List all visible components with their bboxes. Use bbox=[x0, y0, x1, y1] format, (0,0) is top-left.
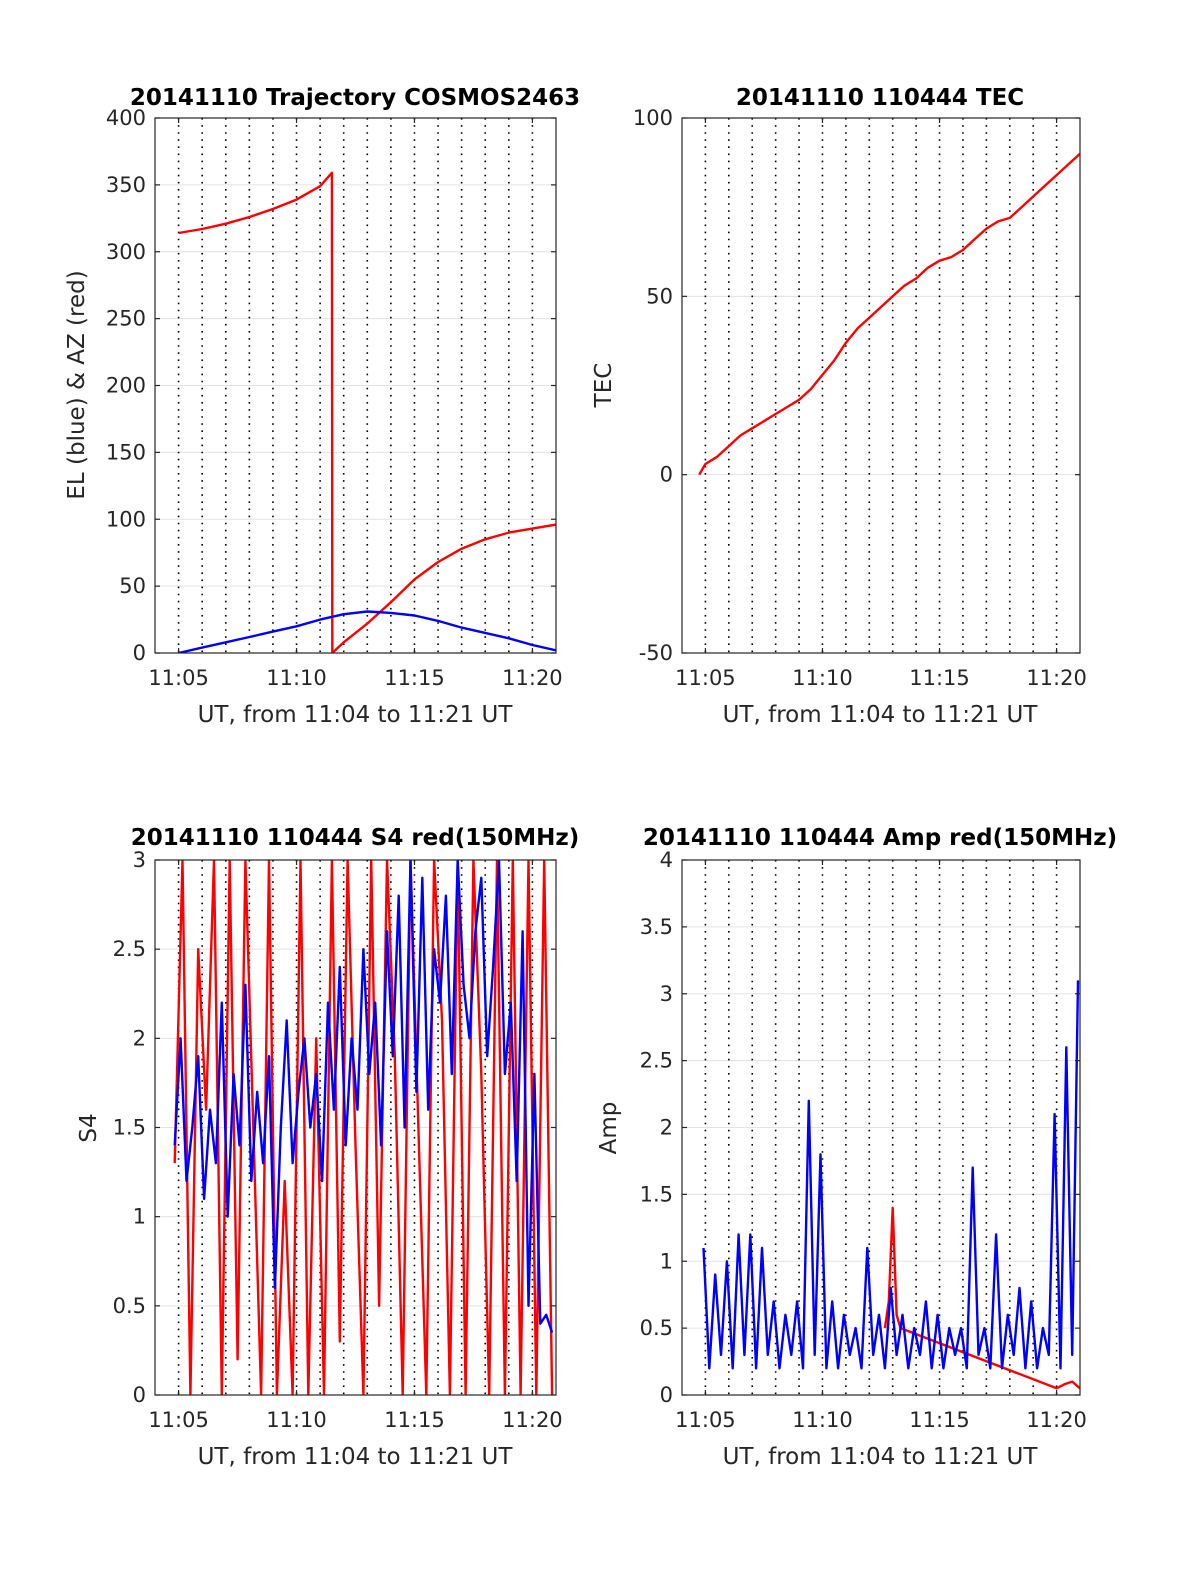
plot-area: 0 50 100 150 200 250 300 350 400 11:05 11:10 11:15 1… bbox=[106, 106, 563, 690]
panel-title: 20141110 110444 S4 red(150MHz) bbox=[131, 825, 580, 851]
y-tick-label: 3.5 bbox=[640, 915, 673, 939]
y-axis-label: Amp bbox=[596, 1102, 622, 1155]
blue-series-line bbox=[702, 980, 1080, 1370]
y-tick-label: 300 bbox=[106, 240, 146, 264]
plot-area: 0 0.5 1 1.5 2 2.5 3 3.5 4 11:05 11:10 11:15 11:20 bbox=[640, 848, 1087, 1432]
x-tick-label: 11:05 bbox=[675, 1408, 736, 1432]
y-tick-label: 1.5 bbox=[640, 1182, 673, 1206]
x-tick-label: 11:10 bbox=[792, 1408, 853, 1432]
red-series-line bbox=[698, 152, 1080, 476]
plot-area: 0 0.5 1 1.5 2 2.5 3 11:05 11:10 11:15 11:20 bbox=[113, 848, 563, 1432]
x-axis-label: UT, from 11:04 to 11:21 UT bbox=[198, 1444, 514, 1470]
y-tick-label: 1 bbox=[133, 1205, 146, 1229]
y-tick-label: 2 bbox=[660, 1116, 673, 1140]
x-tick-label: 11:20 bbox=[502, 666, 563, 690]
x-tick-label: 11:05 bbox=[148, 1408, 209, 1432]
panel-amp: 20141110 110444 Amp red(150MHz) 0 0.5 1 1.5… bbox=[596, 825, 1117, 1470]
panel-title: 20141110 110444 TEC bbox=[736, 85, 1024, 111]
x-tick-label: 11:15 bbox=[909, 1408, 970, 1432]
y-axis-label: EL (blue) & AZ (red) bbox=[64, 270, 90, 499]
y-tick-label: 0 bbox=[660, 463, 673, 487]
y-axis-label: S4 bbox=[76, 1113, 102, 1142]
y-tick-label: 0.5 bbox=[640, 1316, 673, 1340]
panel-tec: 20141110 110444 TEC -50 0 50 100 11:05 11:10 1… bbox=[591, 85, 1087, 728]
y-tick-label: 50 bbox=[119, 574, 146, 598]
red-series-line bbox=[173, 860, 554, 1395]
x-tick-label: 11:20 bbox=[502, 1408, 563, 1432]
y-tick-label: 0.5 bbox=[113, 1294, 146, 1318]
y-tick-label: 100 bbox=[106, 507, 146, 531]
y-tick-label: 0 bbox=[133, 1383, 146, 1407]
y-tick-label: 200 bbox=[106, 374, 146, 398]
y-tick-label: 0 bbox=[133, 641, 146, 665]
x-tick-label: 11:10 bbox=[266, 666, 327, 690]
plot-area: -50 0 50 100 11:05 11:10 11:15 11:20 bbox=[633, 106, 1087, 690]
y-tick-label: 2.5 bbox=[640, 1049, 673, 1073]
y-tick-label: 4 bbox=[660, 848, 673, 872]
x-tick-label: 11:20 bbox=[1026, 666, 1087, 690]
axes-box bbox=[681, 117, 1081, 654]
y-tick-label: 0 bbox=[660, 1383, 673, 1407]
y-tick-label: 3 bbox=[133, 848, 146, 872]
y-tick-label: 350 bbox=[106, 173, 146, 197]
panel-title: 20141110 110444 Amp red(150MHz) bbox=[643, 825, 1117, 851]
panel-title: 20141110 Trajectory COSMOS2463 bbox=[130, 85, 580, 111]
x-tick-label: 11:15 bbox=[384, 666, 445, 690]
y-tick-label: 1.5 bbox=[113, 1116, 146, 1140]
x-tick-label: 11:05 bbox=[675, 666, 736, 690]
y-tick-label: 50 bbox=[646, 284, 673, 308]
y-tick-label: 2 bbox=[133, 1026, 146, 1050]
y-tick-label: 1 bbox=[660, 1249, 673, 1273]
x-tick-label: 11:20 bbox=[1026, 1408, 1087, 1432]
blue-series-line bbox=[173, 860, 554, 1333]
y-tick-label: 250 bbox=[106, 307, 146, 331]
panel-trajectory: 20141110 Trajectory COSMOS2463 0 50 100 150… bbox=[64, 85, 580, 728]
x-tick-label: 11:15 bbox=[384, 1408, 445, 1432]
y-axis-label: TEC bbox=[591, 363, 617, 409]
x-axis-label: UT, from 11:04 to 11:21 UT bbox=[723, 702, 1039, 728]
y-tick-label: 400 bbox=[106, 106, 146, 130]
y-tick-label: 2.5 bbox=[113, 937, 146, 961]
blue-series-line bbox=[178, 610, 556, 653]
panel-s4: 20141110 110444 S4 red(150MHz) 0 0.5 1 1.5 2… bbox=[76, 825, 579, 1470]
x-tick-label: 11:10 bbox=[266, 1408, 327, 1432]
x-tick-label: 11:05 bbox=[148, 666, 209, 690]
x-axis-label: UT, from 11:04 to 11:21 UT bbox=[198, 702, 514, 728]
y-tick-label: -50 bbox=[639, 641, 673, 665]
y-tick-label: 3 bbox=[660, 982, 673, 1006]
y-tick-label: 100 bbox=[633, 106, 673, 130]
x-tick-label: 11:10 bbox=[792, 666, 853, 690]
red-series-line bbox=[178, 171, 556, 653]
x-axis-label: UT, from 11:04 to 11:21 UT bbox=[723, 1444, 1039, 1470]
x-tick-label: 11:15 bbox=[909, 666, 970, 690]
y-tick-label: 150 bbox=[106, 440, 146, 464]
